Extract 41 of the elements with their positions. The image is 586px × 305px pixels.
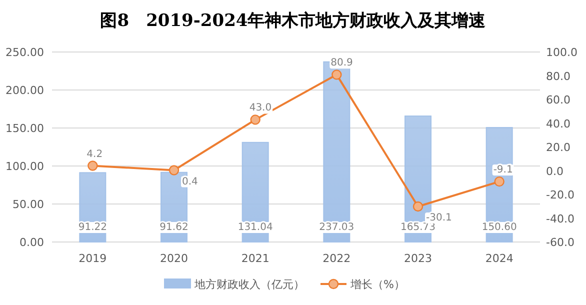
- data-label: 0.4: [182, 176, 198, 188]
- data-label: 150.60: [482, 222, 517, 233]
- legend-label: 地方财政收入（亿元）: [194, 278, 304, 291]
- y-tick-label: 0.00: [20, 236, 44, 249]
- y2-tick-label: -60.0: [546, 236, 574, 249]
- point: [250, 114, 260, 125]
- data-label: -9.1: [493, 164, 513, 176]
- y2-tick-label: 100.0: [546, 46, 578, 59]
- point: [332, 70, 342, 80]
- data-label: -30.1: [426, 212, 452, 224]
- point: [494, 176, 504, 187]
- legend-label: 增长（%）: [350, 278, 405, 291]
- y2-tick-label: 60.0: [546, 94, 570, 106]
- point: [412, 201, 424, 212]
- data-label: 131.04: [238, 222, 273, 233]
- y2-tick-label: -40.0: [546, 212, 574, 226]
- point: [168, 165, 180, 176]
- y2-tick-label: 20.0: [546, 141, 570, 154]
- x-tick-label: 2020: [160, 252, 188, 265]
- data-label: 80.9: [330, 58, 353, 69]
- x-tick-label: 2024: [485, 252, 514, 265]
- y2-tick-label: 40.0: [546, 117, 570, 130]
- y2-tick-label: 80.0: [546, 70, 570, 83]
- data-label: 91.22: [78, 222, 107, 233]
- x-tick-label: 2022: [322, 252, 351, 265]
- y-tick-label: 100.00: [6, 160, 44, 173]
- y2-tick-label: 0.0: [546, 164, 564, 178]
- y-tick-label: 150.00: [6, 122, 44, 135]
- data-label: 91.62: [160, 222, 188, 233]
- y-tick-label: 50.00: [12, 198, 44, 211]
- y2-tick-label: -20.0: [546, 188, 574, 202]
- chart-title: 图8 2019-2024年神木市地方财政收入及其增速: [100, 11, 486, 31]
- y-tick-label: 250.00: [6, 46, 44, 59]
- data-label: 237.03: [319, 222, 354, 233]
- y-tick-label: 200.00: [6, 84, 44, 97]
- x-tick-label: 2019: [78, 252, 107, 265]
- point: [88, 160, 98, 171]
- data-label: 4.2: [86, 148, 103, 160]
- x-tick-label: 2023: [404, 252, 432, 265]
- x-tick-label: 2021: [241, 252, 270, 265]
- data-label: 43.0: [249, 102, 272, 114]
